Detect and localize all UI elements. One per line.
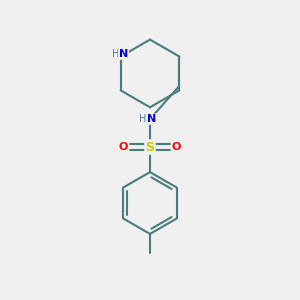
Text: N: N (119, 49, 128, 59)
Text: O: O (172, 142, 181, 152)
Text: N: N (147, 114, 156, 124)
Text: S: S (146, 141, 154, 154)
Text: O: O (119, 142, 128, 152)
Text: H: H (112, 49, 119, 59)
Text: H: H (139, 114, 146, 124)
